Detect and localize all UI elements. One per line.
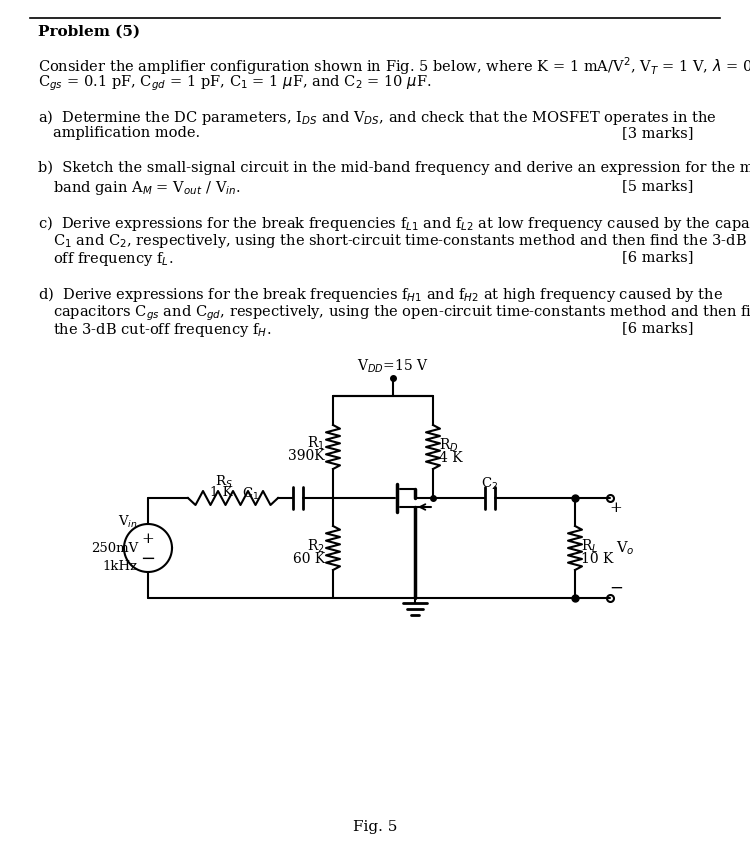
Text: 390K: 390K [288,449,325,463]
Text: V$_o$: V$_o$ [616,540,634,557]
Text: 10 K: 10 K [581,552,614,566]
Text: 4 K: 4 K [439,451,463,465]
Text: Consider the amplifier configuration shown in Fig. 5 below, where K = 1 mA/V$^2$: Consider the amplifier configuration sho… [38,55,750,77]
Text: Problem (5): Problem (5) [38,25,140,39]
Text: b)  Sketch the small-signal circuit in the mid-band frequency and derive an expr: b) Sketch the small-signal circuit in th… [38,161,750,175]
Text: V$_{in}$: V$_{in}$ [118,514,138,530]
Text: Fig. 5: Fig. 5 [352,820,398,834]
Text: C$_2$: C$_2$ [482,476,499,492]
Text: R$_D$: R$_D$ [439,437,459,454]
Text: +: + [142,532,154,546]
Text: [5 marks]: [5 marks] [622,179,693,193]
Text: band gain A$_M$ = V$_{out}$ / V$_{in}$.: band gain A$_M$ = V$_{out}$ / V$_{in}$. [53,179,241,197]
Text: a)  Determine the DC parameters, I$_{DS}$ and V$_{DS}$, and check that the MOSFE: a) Determine the DC parameters, I$_{DS}$… [38,108,717,127]
Text: 1 K: 1 K [210,486,233,499]
Text: C$_{gs}$ = 0.1 pF, C$_{gd}$ = 1 pF, C$_1$ = 1 $\mu$F, and C$_2$ = 10 $\mu$F.: C$_{gs}$ = 0.1 pF, C$_{gd}$ = 1 pF, C$_1… [38,73,431,93]
Text: 250mV: 250mV [91,541,138,555]
Text: R$_S$: R$_S$ [215,474,233,490]
Text: [6 marks]: [6 marks] [622,321,693,335]
Text: −: − [140,550,155,568]
Text: the 3-dB cut-off frequency f$_H$.: the 3-dB cut-off frequency f$_H$. [53,321,271,339]
Text: [3 marks]: [3 marks] [622,126,693,140]
Text: 60 K: 60 K [292,552,325,566]
Text: d)  Derive expressions for the break frequencies f$_{H1}$ and f$_{H2}$ at high f: d) Derive expressions for the break freq… [38,285,723,304]
Text: R$_L$: R$_L$ [581,538,598,556]
Text: C$_1$: C$_1$ [242,486,260,502]
Text: [6 marks]: [6 marks] [622,250,693,264]
Text: +: + [610,501,622,515]
Text: off frequency f$_L$.: off frequency f$_L$. [53,250,173,268]
Text: R$_2$: R$_2$ [308,538,325,556]
Text: C$_1$ and C$_2$, respectively, using the short-circuit time-constants method and: C$_1$ and C$_2$, respectively, using the… [53,232,750,250]
Text: V$_{DD}$=15 V: V$_{DD}$=15 V [357,357,429,375]
Text: 1kHz: 1kHz [103,560,138,572]
Text: c)  Derive expressions for the break frequencies f$_{L1}$ and f$_{L2}$ at low fr: c) Derive expressions for the break freq… [38,214,750,233]
Text: R$_1$: R$_1$ [308,435,325,453]
Text: −: − [609,579,623,597]
Text: capacitors C$_{gs}$ and C$_{gd}$, respectively, using the open-circuit time-cons: capacitors C$_{gs}$ and C$_{gd}$, respec… [53,303,750,323]
Text: amplification mode.: amplification mode. [53,126,200,140]
